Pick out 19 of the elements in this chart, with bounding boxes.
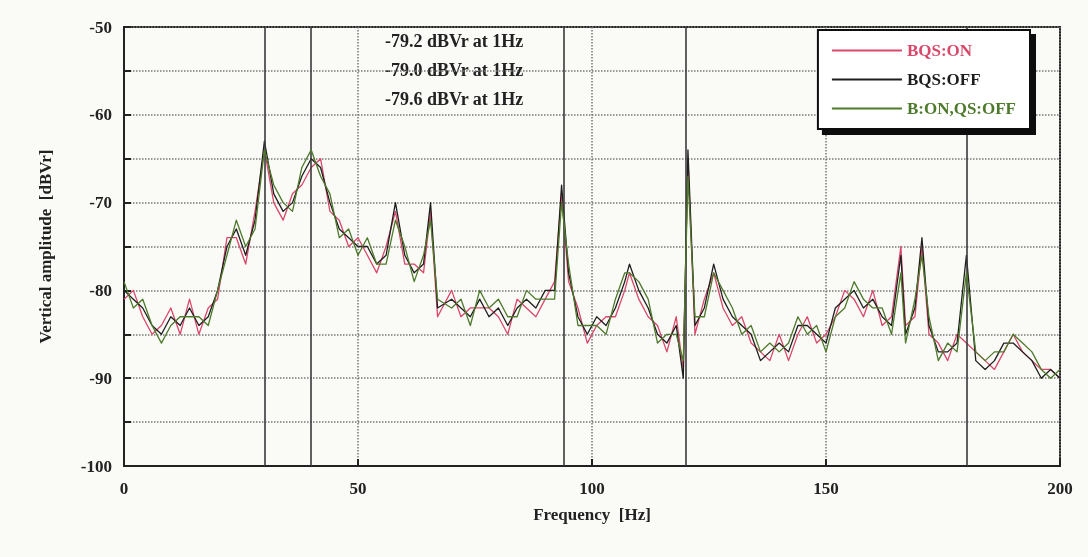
legend-label: BQS:OFF: [906, 70, 981, 89]
x-tick-label: 200: [1047, 479, 1073, 498]
y-tick-label: -60: [89, 105, 112, 125]
y-tick-label: -100: [80, 456, 112, 476]
x-tick-label: 100: [579, 479, 605, 498]
annotation: -79.2 dBVr at 1Hz: [385, 31, 524, 51]
y-tick-label: -90: [89, 368, 112, 388]
y-axis-title: Vertical amplitude [dBVr]: [36, 149, 55, 344]
x-tick-label: 0: [119, 479, 129, 498]
legend-label: BQS:ON: [906, 41, 973, 60]
x-tick-label: 50: [349, 479, 367, 498]
y-tick-label: -80: [89, 280, 112, 300]
annotation: -79.0 dBVr at 1Hz: [385, 60, 524, 80]
y-tick-label: -50: [89, 17, 112, 37]
y-tick-label: -70: [89, 193, 112, 213]
x-tick-label: 150: [813, 479, 839, 498]
annotation: -79.6 dBVr at 1Hz: [385, 89, 524, 109]
x-axis-title: Frequency [Hz]: [533, 505, 651, 524]
legend-label: B:ON,QS:OFF: [906, 99, 1017, 118]
